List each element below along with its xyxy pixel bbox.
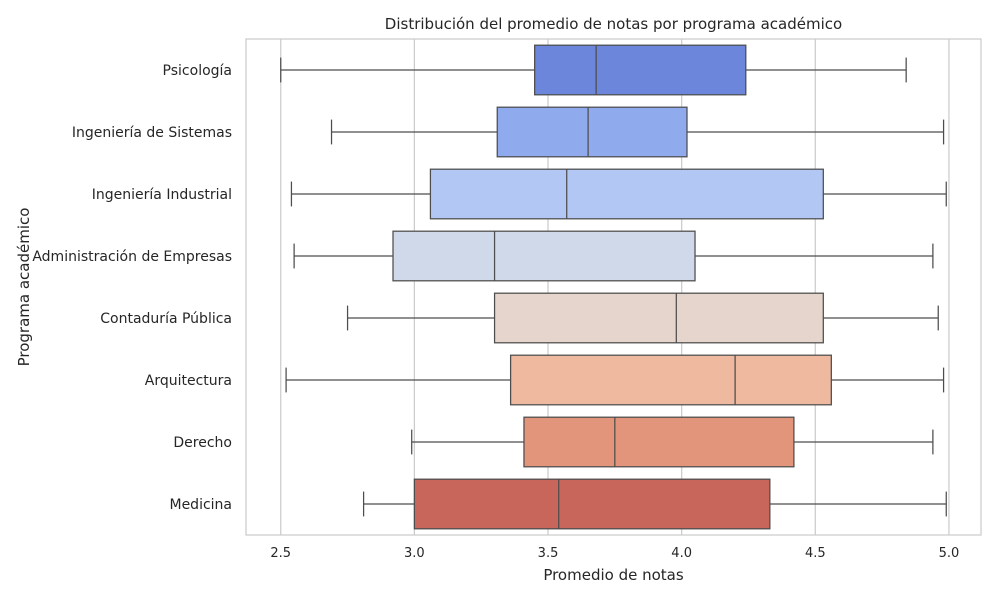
- y-tick-label: Medicina: [169, 497, 232, 513]
- y-tick-label: Arquitectura: [145, 373, 232, 389]
- iqr-box: [523, 416, 795, 468]
- y-tick-label: Contaduría Pública: [100, 311, 232, 327]
- box-group: [362, 478, 947, 530]
- x-tick-label: 5.0: [939, 546, 960, 561]
- iqr-box: [493, 292, 824, 344]
- y-axis-label: Programa académico: [15, 208, 33, 367]
- chart-title: Distribución del promedio de notas por p…: [385, 15, 842, 33]
- box-layer: [280, 44, 947, 530]
- x-tick-label: 3.5: [538, 546, 559, 561]
- y-tick-labels: Psicología Ingeniería de Sistemas Ingenier…: [32, 63, 232, 513]
- plot-frame: [245, 38, 982, 536]
- x-axis-label: Promedio de notas: [543, 566, 684, 584]
- box-group: [290, 168, 947, 220]
- y-tick-label: Psicología: [163, 63, 232, 79]
- iqr-box: [392, 230, 696, 282]
- box-group: [411, 416, 934, 468]
- y-tick-label: Derecho: [173, 435, 232, 451]
- iqr-box: [509, 354, 832, 406]
- x-tick-labels: 2.5 3.0 3.5 4.0 4.5 5.0: [270, 546, 959, 561]
- iqr-box: [429, 168, 824, 220]
- y-tick-label: Ingeniería Industrial: [92, 187, 232, 203]
- y-tick-label: Ingeniería de Sistemas: [72, 125, 232, 141]
- x-tick-label: 3.0: [404, 546, 425, 561]
- box-group: [330, 106, 945, 158]
- x-tick-label: 2.5: [270, 546, 291, 561]
- iqr-box: [496, 106, 688, 158]
- iqr-box: [534, 44, 747, 96]
- x-tick-label: 4.0: [671, 546, 692, 561]
- box-group: [293, 230, 934, 282]
- iqr-box: [413, 478, 771, 530]
- y-tick-label: Administración de Empresas: [32, 249, 232, 265]
- box-group: [280, 44, 907, 96]
- x-tick-label: 4.5: [805, 546, 826, 561]
- box-group: [285, 354, 945, 406]
- box-group: [346, 292, 939, 344]
